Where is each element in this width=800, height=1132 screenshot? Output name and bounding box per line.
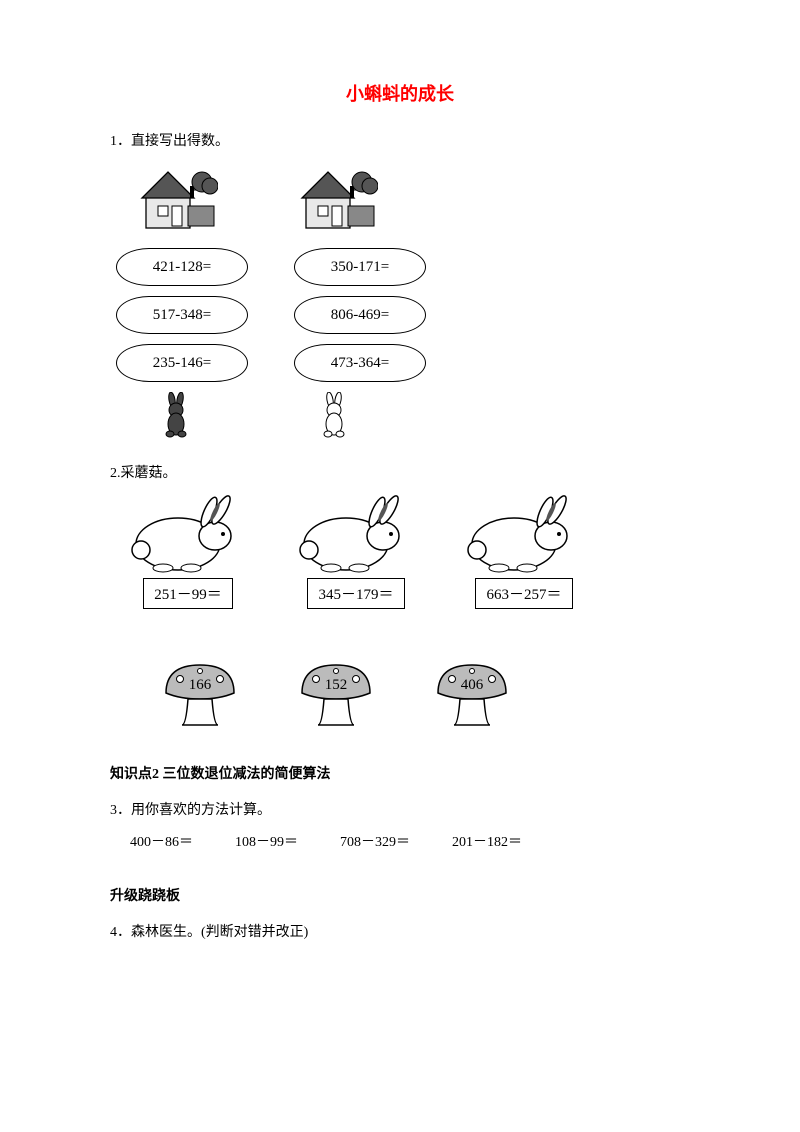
bubble: 517-348= — [116, 296, 248, 334]
rabbit-icon — [318, 392, 350, 438]
big-rabbit-icon — [459, 494, 589, 574]
rabbit-block: 251－99＝ — [118, 494, 258, 609]
q3-label: 3．用你喜欢的方法计算。 — [110, 799, 690, 819]
big-rabbit-icon — [123, 494, 253, 574]
bubble: 806-469= — [294, 296, 426, 334]
rabbit-block: 663－257＝ — [454, 494, 594, 609]
rabbit-icon — [160, 392, 192, 438]
page-title: 小蝌蚪的成长 — [110, 80, 690, 106]
bubble: 473-364= — [294, 344, 426, 382]
mushroom-icon: 152 — [286, 659, 386, 729]
mushroom-icon: 406 — [422, 659, 522, 729]
q1-houses — [128, 162, 690, 232]
rabbit-block: 345－179＝ — [286, 494, 426, 609]
q2-label: 2.采蘑菇。 — [110, 462, 690, 482]
mushroom-value: 406 — [461, 677, 484, 693]
expr: 201－182＝ — [452, 831, 522, 851]
house-icon — [288, 162, 378, 232]
big-rabbit-icon — [291, 494, 421, 574]
upgrade-title: 升级跷跷板 — [110, 885, 690, 905]
q1-rabbits — [160, 392, 690, 438]
sign: 663－257＝ — [475, 578, 572, 609]
expr: 708－329＝ — [340, 831, 410, 851]
q4-label: 4．森林医生。(判断对错并改正) — [110, 921, 690, 941]
sign: 251－99＝ — [143, 578, 233, 609]
mushroom-value: 152 — [325, 677, 348, 693]
q3-expressions: 400－86＝ 108－99＝ 708－329＝ 201－182＝ — [130, 831, 690, 851]
bubble: 350-171= — [294, 248, 426, 286]
q1-bubbles: 421-128= 517-348= 235-146= 350-171= 806-… — [116, 238, 690, 392]
q2-mushrooms: 166 152 406 — [150, 659, 690, 729]
expr: 400－86＝ — [130, 831, 193, 851]
expr: 108－99＝ — [235, 831, 298, 851]
mushroom-value: 166 — [189, 677, 212, 693]
q2-rabbits: 251－99＝ 345－179＝ 663－257＝ — [118, 494, 690, 609]
kp2-title: 知识点2 三位数退位减法的简便算法 — [110, 763, 690, 783]
bubble: 421-128= — [116, 248, 248, 286]
sign: 345－179＝ — [307, 578, 404, 609]
bubble: 235-146= — [116, 344, 248, 382]
q1-label: 1．直接写出得数。 — [110, 130, 690, 150]
mushroom-icon: 166 — [150, 659, 250, 729]
house-icon — [128, 162, 218, 232]
